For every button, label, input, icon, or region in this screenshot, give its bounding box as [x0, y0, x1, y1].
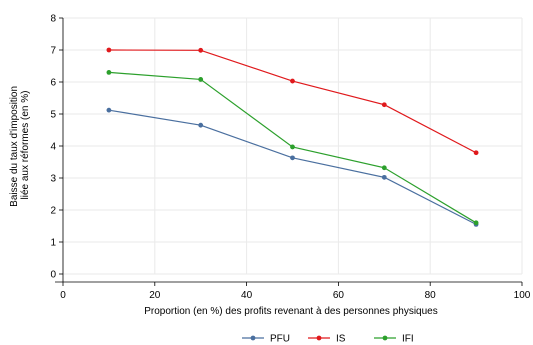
data-point-pfu — [381, 174, 387, 180]
y-tick-label: 3 — [50, 174, 56, 185]
y-axis-title: Baisse du taux d'imposition liée aux réf… — [9, 83, 31, 207]
legend-label: IFI — [402, 334, 414, 345]
data-point-is — [106, 47, 112, 53]
legend-label: PFU — [270, 334, 290, 345]
y-tick-label: 8 — [50, 14, 56, 25]
legend-swatch-marker — [382, 335, 388, 341]
data-point-ifi — [106, 70, 112, 75]
legend: PFU IS IFI — [242, 334, 414, 345]
series-line-is — [108, 49, 477, 154]
series-pfu — [106, 107, 479, 227]
legend-swatch-marker — [250, 335, 256, 341]
y-tick-label: 5 — [50, 110, 56, 121]
data-point-pfu — [106, 107, 112, 113]
y-tick-label: 2 — [50, 206, 56, 217]
y-tick-label: 6 — [50, 78, 56, 89]
x-tick-label: 20 — [149, 290, 161, 301]
legend-swatch-marker — [316, 335, 322, 341]
y-axis-title-line-2: liée aux réformes (en %) — [20, 91, 31, 200]
data-point-ifi — [381, 165, 387, 171]
y-tick-label: 1 — [50, 238, 56, 249]
data-point-ifi — [290, 144, 295, 150]
series-lines — [106, 47, 479, 227]
y-tick-label: 7 — [50, 46, 56, 57]
data-point-is — [473, 150, 479, 156]
series-ifi — [106, 70, 479, 226]
data-point-ifi — [473, 220, 479, 226]
data-point-is — [290, 78, 295, 84]
x-tick-label: 100 — [514, 290, 531, 301]
data-point-pfu — [290, 155, 295, 161]
x-tick-label: 60 — [333, 290, 345, 301]
x-tick-label: 0 — [60, 290, 66, 301]
y-tick-label: 0 — [50, 270, 56, 281]
y-tick-label: 4 — [50, 142, 56, 153]
series-is — [106, 47, 479, 156]
y-axis-title-line-1: Baisse du taux d'imposition — [9, 86, 20, 207]
x-tick-label: 40 — [241, 290, 253, 301]
data-point-is — [198, 47, 204, 53]
x-tick-label: 80 — [425, 290, 437, 301]
series-line-pfu — [108, 109, 477, 225]
data-point-is — [381, 102, 387, 108]
legend-item-is: IS — [308, 334, 346, 345]
x-axis-title: Proportion (en %) des profits revenant à… — [144, 306, 438, 317]
legend-item-ifi: IFI — [374, 334, 414, 345]
data-point-pfu — [198, 122, 204, 128]
legend-label: IS — [336, 334, 346, 345]
data-point-ifi — [198, 77, 204, 82]
legend-item-pfu: PFU — [242, 334, 290, 345]
